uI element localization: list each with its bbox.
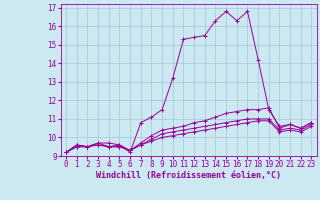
X-axis label: Windchill (Refroidissement éolien,°C): Windchill (Refroidissement éolien,°C): [96, 171, 281, 180]
